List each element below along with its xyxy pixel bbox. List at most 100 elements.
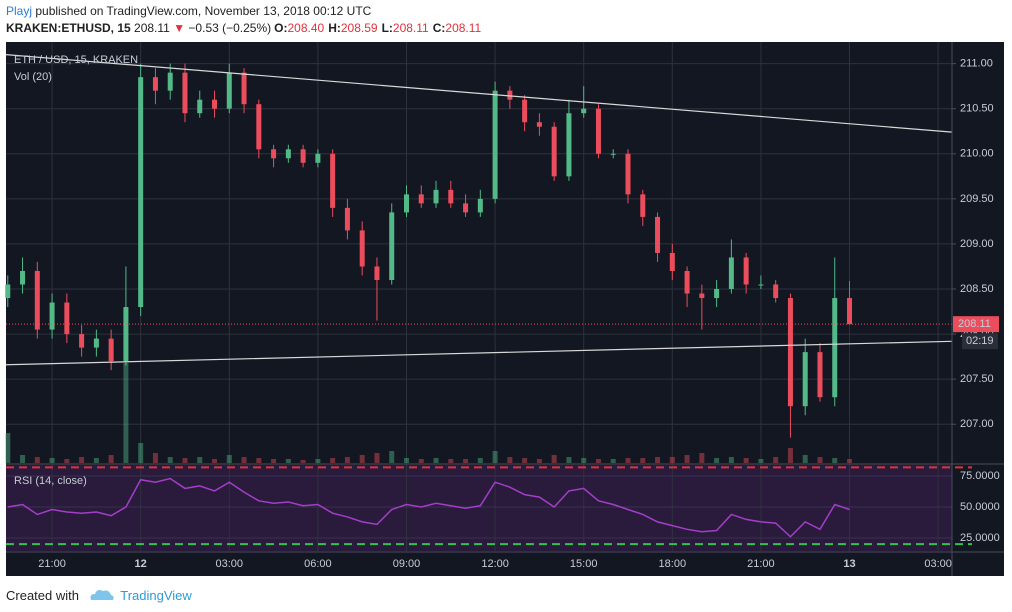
volume-bar [610,459,616,463]
volume-bar [448,459,454,463]
candle-body [625,153,631,195]
volume-bar [743,458,749,463]
candle-body [152,77,158,91]
candle-body [300,149,306,163]
volume-bar [433,458,439,463]
volume-bar [625,458,631,463]
y-tick-label: 207.00 [960,418,994,430]
volume-bar [728,457,734,463]
candle-body [34,270,40,330]
candle-body [492,90,498,199]
rsi-legend: RSI (14, close) [14,475,87,487]
volume-bar [285,459,291,463]
candle-body [758,284,764,286]
volume-bar [152,453,158,463]
candle-body [728,257,734,290]
candle-body [389,212,395,280]
volume-bar [522,458,528,463]
ohlc-value: 208.59 [340,21,378,35]
candle-body [477,198,483,213]
created-with: Created with [6,588,79,603]
candle-body [714,289,720,299]
candle-body [138,77,144,308]
volume-bar [389,451,395,463]
candle-body [536,122,542,127]
rsi-tick-label: 25.0000 [960,532,1000,544]
candle-body [551,126,557,177]
footer: Created with TradingView [6,586,192,603]
y-tick-label: 210.50 [960,103,994,115]
candle-body [684,270,690,294]
candle-body [79,334,85,348]
candle-body [817,352,823,398]
x-tick-label: 03:00 [216,558,244,570]
volume-bar [551,455,557,463]
last-price-box [953,316,999,333]
trendline [5,340,953,366]
ohlc-label: H: [328,21,341,35]
symbol-line: KRAKEN:ETHUSD, 15 208.11 ▼ −0.53 (−0.25%… [6,21,481,35]
candle-body [699,293,705,299]
candle-body [315,153,321,163]
volume-bar [330,458,336,463]
volume-bar [34,457,40,463]
candle-body [522,99,528,123]
volume-bar [49,458,55,463]
candle-body [610,153,616,155]
ohlc-value: 208.11 [445,21,482,35]
volume-bar [463,459,469,463]
candle-body [167,72,173,91]
candle-body [93,338,99,348]
volume-bar [418,459,424,463]
last-price: 208.11 [134,21,170,35]
x-tick-label: 09:00 [393,558,421,570]
rsi-line [7,477,850,538]
candle-body [581,108,587,114]
y-tick-label: 211.00 [960,58,993,70]
volume-bar [5,433,11,463]
candle-body [802,352,808,407]
candle-body [655,216,661,253]
rsi-bg [6,465,952,551]
candle-body [256,104,262,150]
candle-body [773,284,779,299]
candle-body [49,302,55,330]
volume-bar [595,459,601,463]
candle-body [403,194,409,213]
candle-body [330,153,336,208]
candle-body [226,72,232,109]
symbol: KRAKEN:ETHUSD, 15 [6,21,131,35]
author[interactable]: Playj [6,4,33,18]
volume-bar [699,453,705,463]
volume-bar [640,458,646,463]
candle-body [595,108,601,154]
countdown-box [962,333,998,350]
ohlc-label: O: [274,21,288,35]
x-tick-label: 06:00 [304,558,332,570]
volume-bar [79,457,85,463]
candle-body [212,99,218,109]
candle-body [374,266,380,280]
volume-bar [241,457,247,463]
volume-bar [566,457,572,463]
volume-bar [817,457,823,463]
volume-legend: Vol (20) [14,71,52,83]
volume-bar [315,459,321,463]
volume-bar [832,458,838,463]
candle-body [285,149,291,159]
ohlc-value: 208.40 [287,21,325,35]
last-price-label: 208.11 [958,318,991,330]
brand[interactable]: TradingView [120,588,192,603]
candle-body [108,338,114,362]
volume-bar [182,458,188,463]
volume-bar [714,458,720,463]
trendline [5,54,953,133]
volume-bar [300,460,306,463]
volume-bar [123,363,129,463]
candle-body [507,90,513,100]
published: published on TradingView.com, November 1… [35,4,372,18]
volume-bar [197,457,203,463]
volume-bar [138,443,144,463]
volume-bar [167,457,173,463]
